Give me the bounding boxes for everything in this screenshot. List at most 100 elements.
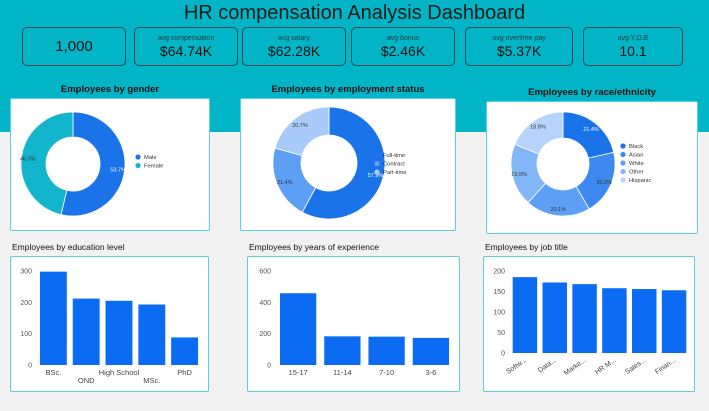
legend-swatch-part-time: [374, 169, 380, 175]
race-chart-card: 21.4% Black 20.2% Asian 20.1% White 19.5% Other…: [486, 101, 698, 234]
kpi-employee-count: 1,000: [22, 27, 126, 66]
y-tick-label: 200: [20, 300, 32, 307]
x-tick-label-ond: OND: [78, 376, 95, 385]
legend-label-asian: Asian: [629, 153, 644, 159]
jobtitle-bar-chart: 0 50 100 150 200 Softw... Data... Marke... HR M.…: [493, 269, 687, 377]
slice-female[interactable]: [20, 111, 74, 216]
y-tick-label: 50: [497, 330, 505, 337]
employment-donut-chart: 57.9% Full-time 21.4% Contract 20.7% Part-tim…: [272, 106, 407, 220]
x-tick-label-finan: Finan...: [654, 357, 677, 376]
kpi-label: avg Y.O.E: [617, 34, 649, 42]
slice-part-time[interactable]: [274, 106, 330, 157]
bar-marke[interactable]: [572, 284, 597, 353]
x-tick-label-high-school: High School: [99, 368, 140, 377]
dashboard-title: HR compensation Analysis Dashboard: [183, 2, 526, 24]
legend-label-male: Male: [144, 155, 157, 161]
legend-label-white: White: [629, 161, 644, 167]
kpi-avg-compensation: avg compensation $64.74K: [134, 27, 238, 66]
slice-label-black: 21.4%: [583, 127, 599, 133]
legend-swatch-white: [620, 160, 626, 166]
bar-data[interactable]: [542, 282, 567, 353]
x-tick-label-11-14: 11-14: [333, 368, 352, 377]
employment-chart-card: 57.9% Full-time 21.4% Contract 20.7% Part-tim…: [240, 98, 456, 231]
legend-label-other: Other: [629, 170, 644, 176]
bar-ond[interactable]: [72, 298, 100, 365]
y-tick-label: 300: [20, 269, 32, 276]
experience-chart-title: Employees by years of experience: [249, 242, 379, 252]
y-tick-label: 0: [267, 363, 271, 370]
x-tick-label-marke: Marke...: [563, 357, 588, 377]
kpi-label: avg bonus: [386, 34, 420, 42]
slice-black[interactable]: [562, 111, 615, 159]
bar-7-10[interactable]: [368, 336, 405, 365]
bar-15-17[interactable]: [279, 293, 317, 365]
kpi-label: avg salary: [278, 34, 310, 42]
slice-label-female: 46.3%: [20, 157, 36, 163]
x-tick-label-7-10: 7-10: [379, 368, 394, 377]
y-tick-label: 0: [501, 351, 505, 358]
jobtitle-chart-title: Employees by job title: [485, 242, 568, 252]
legend-label-hispanic: Hispanic: [629, 178, 651, 184]
kpi-label: avg overtime pay: [492, 34, 546, 42]
x-tick-label-3-6: 3-6: [425, 368, 436, 377]
bar-softw[interactable]: [512, 277, 538, 353]
slice-label-male: 53.7%: [110, 167, 126, 173]
slice-label-asian: 20.2%: [596, 180, 612, 186]
bar-msc[interactable]: [138, 304, 166, 365]
bar-hr-m[interactable]: [602, 288, 627, 353]
legend-swatch-hispanic: [620, 177, 626, 183]
legend-swatch-full-time: [374, 152, 380, 158]
slice-label-full-time: 57.9%: [368, 173, 384, 179]
employment-chart-title: Employees by employment status: [271, 84, 425, 95]
y-tick-label: 200: [259, 331, 271, 338]
legend-swatch-black: [620, 143, 626, 149]
legend-swatch-asian: [620, 151, 626, 158]
experience-chart-card: 0 200 400 600 15-17 11-14 7-10 3-6: [247, 256, 460, 392]
y-tick-label: 100: [493, 310, 505, 317]
x-tick-label-data: Data...: [537, 357, 558, 375]
kpi-value: $62.28K: [267, 42, 321, 59]
bar-3-6[interactable]: [412, 337, 450, 365]
jobtitle-chart-card: 0 50 100 150 200 Softw... Data... Marke... HR M.…: [483, 256, 695, 392]
bar-phd[interactable]: [171, 337, 199, 365]
education-chart-title: Employees by education level: [12, 242, 125, 252]
slice-label-hispanic: 18.8%: [530, 125, 546, 131]
kpi-avg-overtime-pay: avg overtime pay $5.37K: [465, 27, 573, 66]
slice-full-time[interactable]: [301, 106, 386, 220]
race-chart-title: Employees by race/ethnicity: [528, 87, 656, 98]
legend-swatch-other: [620, 168, 626, 175]
legend-label-female: Female: [144, 164, 163, 170]
x-tick-label-hr-m: HR M...: [594, 357, 617, 376]
bar-high-school[interactable]: [105, 300, 133, 365]
kpi-value: $64.74K: [159, 42, 213, 59]
education-chart-card: 0 100 200 300 BSc. OND High School MSc. PhD: [10, 256, 209, 392]
legend-label-full-time: Full-time: [383, 153, 405, 159]
kpi-avg-yoe: avg Y.O.E 10.1: [583, 27, 683, 66]
slice-label-other: 19.5%: [511, 172, 527, 178]
legend-swatch-contract: [374, 160, 380, 167]
y-tick-label: 400: [259, 300, 271, 307]
gender-donut-chart: 53.7% Male 46.3% Female: [20, 111, 163, 217]
kpi-avg-salary: avg salary $62.28K: [242, 27, 346, 66]
kpi-value: 1,000: [55, 37, 93, 55]
y-tick-label: 600: [259, 269, 271, 276]
kpi-value: $5.37K: [496, 42, 542, 59]
experience-bar-chart: 0 200 400 600 15-17 11-14 7-10 3-6: [259, 269, 450, 377]
bar-bsc[interactable]: [39, 271, 67, 365]
legend-label-black: Black: [629, 144, 643, 150]
bar-sales[interactable]: [632, 289, 657, 353]
kpi-label: avg compensation: [157, 34, 215, 42]
bar-finan[interactable]: [661, 290, 687, 353]
slice-label-contract: 21.4%: [277, 180, 293, 186]
kpi-value: 10.1: [619, 42, 647, 59]
kpi-avg-bonus: avg bonus $2.46K: [351, 27, 455, 66]
x-tick-label-phd: PhD: [177, 368, 192, 377]
bar-11-14[interactable]: [324, 336, 361, 365]
race-donut-chart: 21.4% Black 20.2% Asian 20.1% White 19.5% Other…: [510, 111, 651, 217]
x-tick-label-bsc: BSc.: [45, 368, 61, 377]
slice-male[interactable]: [60, 111, 126, 217]
y-tick-label: 100: [20, 331, 32, 338]
legend-swatch-male: [135, 154, 141, 160]
legend-swatch-female: [135, 162, 141, 169]
slice-hispanic[interactable]: [514, 111, 564, 155]
